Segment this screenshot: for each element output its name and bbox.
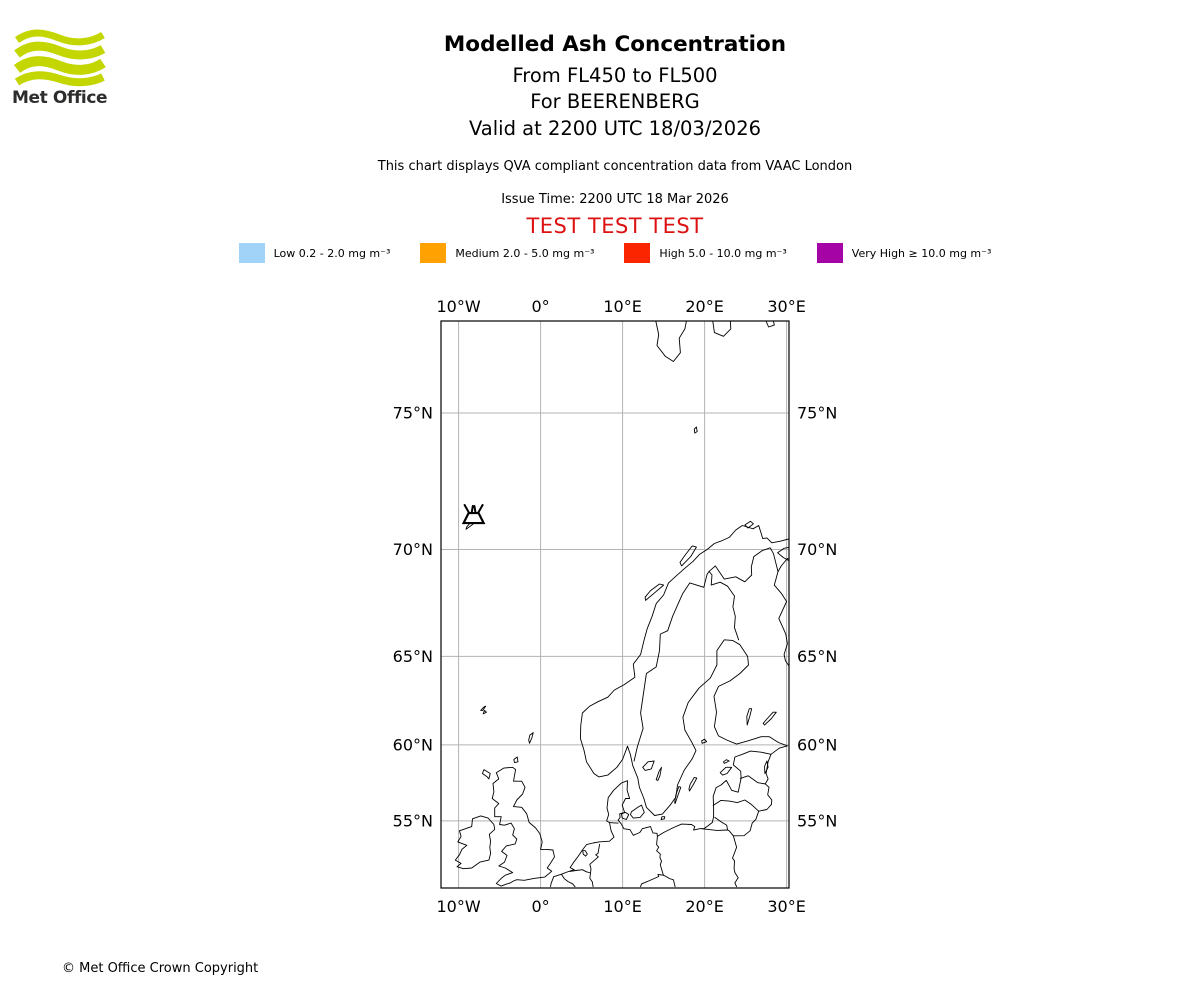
lat-label-right: 75°N xyxy=(797,404,837,423)
met-office-logo: Met Office xyxy=(12,28,134,118)
border-belgium-france xyxy=(561,873,576,888)
coastline-senja-kvaloya xyxy=(679,545,697,567)
legend-item-very-high: Very High ≥ 10.0 mg m⁻³ xyxy=(816,243,992,263)
border-estonia-latvia xyxy=(739,775,766,785)
lat-label-left: 70°N xyxy=(393,540,433,559)
coastline-zealand xyxy=(629,804,645,819)
coastline-bear-island xyxy=(693,426,698,434)
lon-label-bottom: 10°W xyxy=(437,897,481,916)
coastline-shetland xyxy=(528,732,534,744)
lon-label-bottom: 0° xyxy=(532,897,550,916)
coastline-orkney xyxy=(513,756,519,764)
met-office-waves-icon xyxy=(13,29,106,87)
page-title: Modelled Ash Concentration xyxy=(443,32,787,57)
geography xyxy=(454,321,789,888)
border-estonia-russia xyxy=(764,753,772,785)
coastline-oland xyxy=(674,786,682,805)
lon-label-bottom: 10°E xyxy=(603,897,641,916)
ash-map: 10°W 10°W 0° 0° 10°E 10°E 20°E 20°E 30°E 30°E 75°N… xyxy=(393,297,838,916)
border-germany-denmark xyxy=(609,822,619,824)
legend-label-medium: Medium 2.0 - 5.0 mg m⁻³ xyxy=(455,246,595,260)
border-kaliningrad-poland xyxy=(701,828,729,831)
coastline-lewis xyxy=(481,769,491,780)
lat-label-left: 60°N xyxy=(393,735,433,754)
coastline-aland xyxy=(701,738,708,744)
coastline-ireland xyxy=(454,815,496,870)
coastline-saaremaa xyxy=(719,766,733,776)
border-kaliningrad-lithuania xyxy=(714,816,729,831)
legend-label-high: High 5.0 - 10.0 mg m⁻³ xyxy=(659,246,787,260)
lon-label-top: 30°E xyxy=(767,297,805,316)
test-banner: TEST TEST TEST xyxy=(526,214,704,238)
legend-swatch-very-high xyxy=(816,243,843,263)
coastline-lake-paijanne xyxy=(746,708,753,726)
lon-label-top: 10°W xyxy=(437,297,481,316)
border-poland-belarus xyxy=(732,835,739,888)
coastline-mageroya xyxy=(744,520,754,529)
coastline-svalbard-east-islet xyxy=(765,321,775,328)
legend-item-medium: Medium 2.0 - 5.0 mg m⁻³ xyxy=(420,243,594,263)
legend-item-high: High 5.0 - 10.0 mg m⁻³ xyxy=(624,243,787,263)
coastline-spitsbergen xyxy=(655,321,687,362)
coastline-great-britain xyxy=(491,766,555,887)
border-germany-poland xyxy=(656,835,664,876)
border-lithuania-belarus xyxy=(732,810,760,837)
lat-label-left: 55°N xyxy=(393,811,433,830)
coastline-faroe-south xyxy=(482,709,487,715)
border-norway-sweden xyxy=(633,570,710,762)
border-latvia-lithuania xyxy=(712,799,760,812)
coastline-edgeoya xyxy=(712,321,732,337)
grid-lines xyxy=(441,321,789,888)
legend-swatch-low xyxy=(238,243,265,263)
chart-description: This chart displays QVA compliant concen… xyxy=(377,159,853,174)
lon-label-top: 10°E xyxy=(603,297,641,316)
border-netherlands-germany xyxy=(589,843,601,888)
lat-label-right: 55°N xyxy=(797,811,837,830)
legend-label-very-high: Very High ≥ 10.0 mg m⁻³ xyxy=(851,246,992,260)
axis-labels: 10°W 10°W 0° 0° 10°E 10°E 20°E 20°E 30°E 30°E 75°N… xyxy=(393,297,838,916)
border-norway-russia xyxy=(777,558,789,573)
coastline-lake-ijsselmeer xyxy=(582,850,588,857)
lat-label-right: 70°N xyxy=(797,540,837,559)
legend-swatch-high xyxy=(624,243,651,263)
map-frame xyxy=(440,320,790,889)
coastline-bornholm xyxy=(660,816,666,820)
border-sweden-finland xyxy=(708,570,740,641)
legend-item-low: Low 0.2 - 2.0 mg m⁻³ xyxy=(238,243,391,263)
lat-label-right: 65°N xyxy=(797,647,837,666)
lon-label-top: 20°E xyxy=(685,297,723,316)
legend-swatch-medium xyxy=(420,243,447,263)
lat-label-right: 60°N xyxy=(797,735,837,754)
legend: Low 0.2 - 2.0 mg m⁻³ Medium 2.0 - 5.0 mg … xyxy=(15,243,1200,263)
volcano-symbol xyxy=(461,504,486,525)
border-lithuania-poland xyxy=(727,829,734,837)
lon-label-top: 0° xyxy=(532,297,550,316)
coastline-lofoten xyxy=(644,583,665,601)
coastline-kola-varanger xyxy=(777,546,789,562)
legend-label-low: Low 0.2 - 2.0 mg m⁻³ xyxy=(273,246,391,260)
coastline-hiiumaa xyxy=(723,759,730,764)
lon-label-bottom: 20°E xyxy=(685,897,723,916)
border-norway-finland-russia xyxy=(708,547,789,667)
lat-label-left: 75°N xyxy=(393,404,433,423)
subtitle-volcano: For BEERENBERG xyxy=(530,90,700,113)
issue-time: Issue Time: 2200 UTC 18 Mar 2026 xyxy=(501,192,729,207)
coastline-lake-saimaa xyxy=(762,711,777,726)
copyright: © Met Office Crown Copyright xyxy=(62,961,259,976)
coastline-funen xyxy=(620,811,630,820)
coastline-faroe-north xyxy=(480,705,487,711)
border-latvia-belarus xyxy=(758,803,772,812)
border-czech-germany-poland xyxy=(640,874,676,888)
coastline-lake-vattern xyxy=(655,766,662,781)
logo-brand-text: Met Office xyxy=(12,88,108,108)
coastline-scandinavia-baltic-mainland xyxy=(549,525,789,888)
coastline-gotland xyxy=(688,776,698,792)
subtitle-valid-time: Valid at 2200 UTC 18/03/2026 xyxy=(468,117,762,140)
border-latvia-russia xyxy=(764,783,773,805)
lon-label-bottom: 30°E xyxy=(767,897,805,916)
subtitle-flight-levels: From FL450 to FL500 xyxy=(512,64,718,87)
border-belgium-netherlands xyxy=(569,869,592,874)
lat-label-left: 65°N xyxy=(393,647,433,666)
coastline-lake-vanern xyxy=(642,760,655,771)
